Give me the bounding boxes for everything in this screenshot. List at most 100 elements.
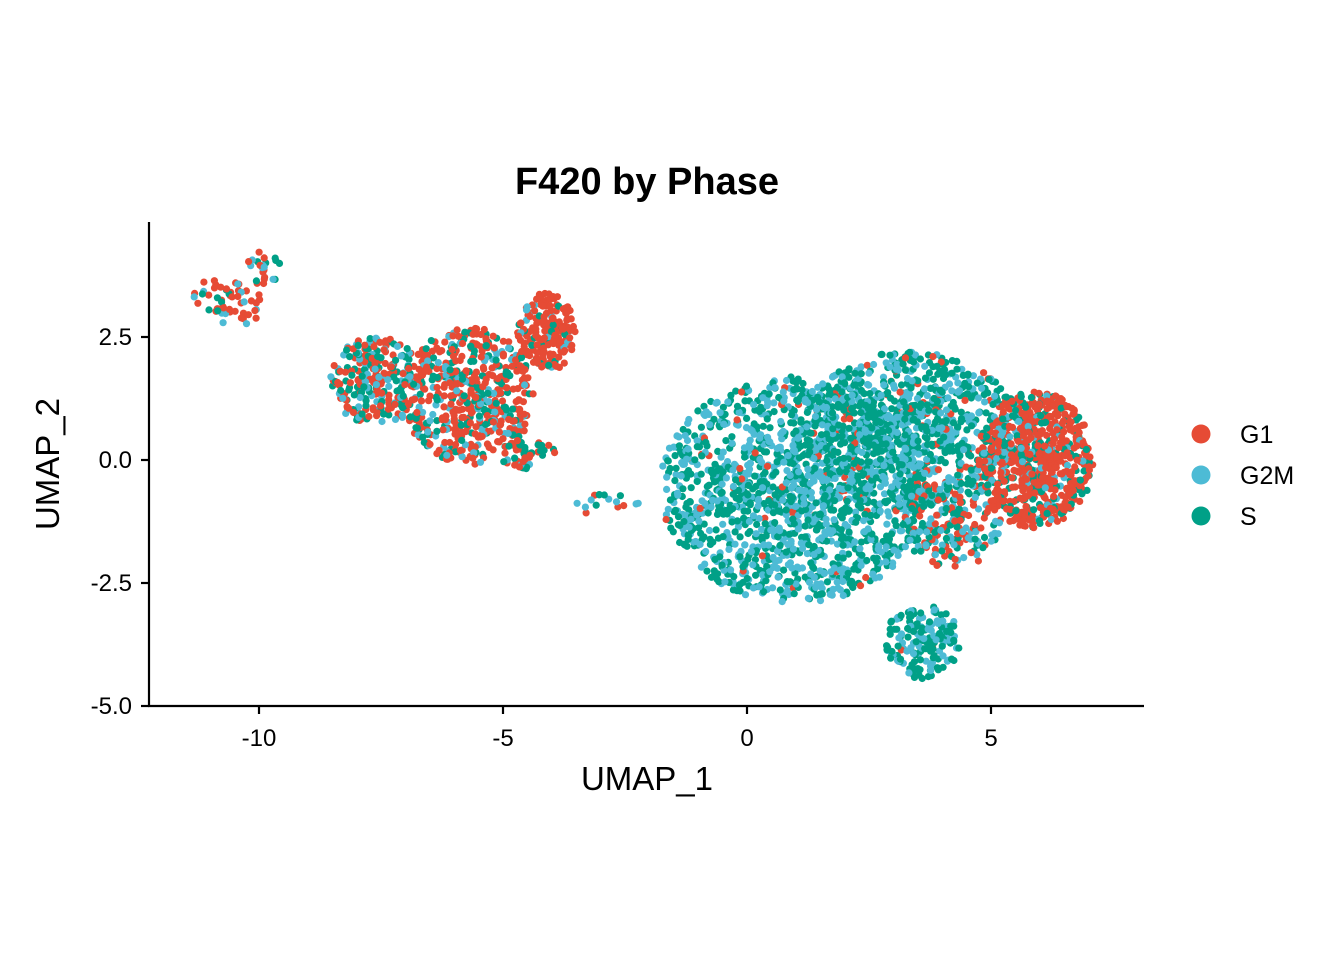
data-point-s [963, 426, 971, 434]
data-point-g1 [1005, 422, 1014, 430]
data-point-s [965, 451, 973, 459]
data-point-g2m [391, 415, 400, 423]
data-point-g1 [1026, 408, 1034, 417]
data-point-s [955, 505, 963, 513]
data-point-g1 [521, 374, 530, 382]
data-point-g2m [808, 387, 816, 396]
data-point-g2m [747, 548, 756, 556]
data-point-g1 [260, 254, 268, 262]
data-point-g1 [518, 347, 526, 356]
data-point-g2m [719, 448, 727, 456]
data-point-g2m [356, 393, 364, 402]
data-point-g1 [425, 397, 433, 405]
data-point-s [924, 673, 933, 681]
data-point-g2m [830, 516, 838, 524]
data-point-g1 [999, 402, 1007, 410]
data-point-g2m [769, 584, 777, 592]
data-point-s [741, 397, 749, 405]
data-point-g2m [798, 564, 807, 572]
data-point-s [896, 470, 904, 478]
data-point-g2m [1017, 444, 1025, 452]
data-point-g2m [782, 479, 790, 487]
data-point-s [851, 369, 859, 377]
data-point-g2m [805, 578, 814, 586]
data-point-s [822, 444, 830, 452]
data-point-s [862, 439, 870, 447]
data-point-g2m [895, 500, 903, 508]
data-point-g1 [901, 354, 910, 362]
data-point-s [776, 586, 784, 594]
data-point-g1 [520, 427, 528, 435]
data-point-g1 [417, 397, 426, 405]
data-point-g1 [856, 582, 865, 590]
data-point-s [433, 396, 441, 404]
data-point-s [910, 517, 918, 525]
data-point-g2m [814, 383, 822, 391]
data-point-g2m [664, 505, 672, 513]
data-point-g1 [758, 552, 767, 560]
data-point-s [457, 421, 465, 429]
data-point-g1 [468, 377, 476, 386]
data-point-s [942, 417, 950, 425]
data-point-s [773, 458, 781, 466]
data-point-g2m [434, 359, 442, 367]
data-point-g1 [1035, 400, 1043, 408]
data-point-g2m [828, 591, 836, 599]
data-point-g1 [696, 504, 704, 512]
data-point-g1 [409, 396, 417, 404]
data-point-g1 [934, 466, 943, 474]
data-point-g2m [810, 573, 819, 581]
data-point-g1 [503, 384, 511, 392]
data-point-s [1078, 490, 1086, 498]
y-tick-label: -5.0 [91, 693, 132, 720]
data-point-s [947, 628, 955, 637]
data-point-g2m [901, 543, 910, 551]
data-point-g2m [755, 514, 763, 523]
data-point-g2m [385, 382, 393, 390]
data-point-g2m [980, 449, 988, 457]
data-point-s [719, 533, 727, 541]
data-point-s [537, 447, 545, 455]
data-point-s [717, 489, 725, 497]
data-point-g2m [915, 462, 923, 470]
data-point-g1 [479, 363, 487, 371]
data-point-s [460, 392, 468, 400]
data-point-g1 [1048, 468, 1056, 476]
data-point-g1 [421, 385, 429, 393]
data-point-s [874, 443, 882, 451]
data-point-s [782, 506, 790, 514]
data-point-s [769, 483, 777, 491]
data-point-g2m [880, 490, 889, 498]
data-point-g1 [449, 332, 457, 340]
data-point-g2m [393, 342, 402, 350]
data-point-g2m [700, 410, 708, 418]
data-point-g2m [867, 535, 875, 544]
data-point-g1 [369, 404, 377, 412]
data-point-g2m [911, 351, 920, 359]
data-point-g2m [260, 263, 268, 271]
data-point-g1 [415, 372, 424, 380]
data-point-s [908, 504, 916, 513]
data-point-s [957, 415, 966, 423]
data-point-g2m [771, 384, 779, 392]
data-point-g2m [807, 494, 816, 502]
data-point-s [950, 636, 958, 644]
data-point-g1 [1007, 440, 1015, 448]
data-point-g2m [773, 444, 781, 453]
data-point-g2m [978, 384, 986, 392]
data-point-s [845, 528, 853, 536]
data-point-g2m [890, 546, 898, 554]
data-point-g1 [979, 444, 987, 452]
data-point-s [729, 505, 737, 513]
data-point-g2m [756, 434, 764, 442]
data-point-g1 [977, 432, 985, 440]
data-point-s [1037, 412, 1045, 420]
data-point-g1 [862, 573, 870, 582]
data-point-s [798, 507, 806, 515]
data-point-s [867, 511, 875, 519]
data-point-g2m [242, 320, 251, 328]
data-point-s [743, 574, 751, 583]
legend-label-g2m: G2M [1240, 462, 1294, 490]
data-point-s [897, 381, 906, 389]
data-point-g2m [944, 394, 952, 402]
